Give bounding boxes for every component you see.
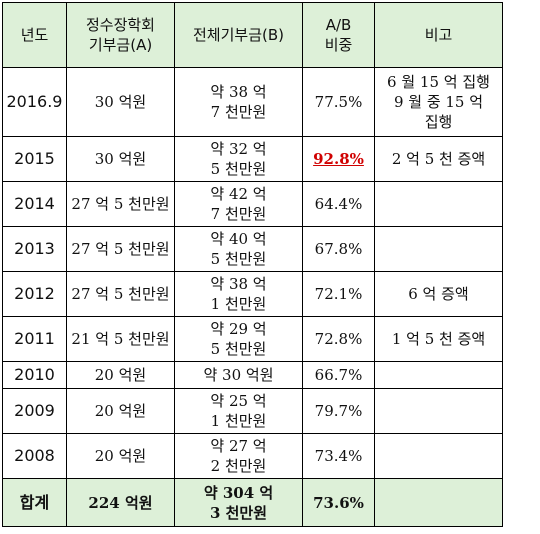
year-cell: 2016.9 [2, 67, 67, 137]
year-cell: 2014 [2, 181, 67, 227]
jungsu-donation-cell: 27 억 5 천만원 [66, 226, 175, 272]
jungsu-donation-cell: 27 억 5 천만원 [66, 271, 175, 317]
ratio-cell: 67.8% [302, 226, 375, 272]
header-year: 년도 [2, 2, 67, 68]
note-cell [374, 226, 503, 272]
note-cell: 1 억 5 천 증액 [374, 316, 503, 362]
ratio-cell: 72.8% [302, 316, 375, 362]
ratio-cell: 92.8% [302, 136, 375, 182]
year-cell: 2008 [2, 433, 67, 479]
note-cell [374, 181, 503, 227]
jungsu-donation-cell: 30 억원 [66, 67, 175, 137]
ratio-cell: 73.4% [302, 433, 375, 479]
header-row: 년도 정수장학회 기부금(A) 전체기부금(B) A/B 비중 비고 [2, 2, 503, 68]
header-jungsu-donation: 정수장학회 기부금(A) [66, 2, 175, 68]
header-total-donation: 전체기부금(B) [174, 2, 303, 68]
note-cell [374, 388, 503, 434]
jungsu-donation-cell: 30 억원 [66, 136, 175, 182]
note-cell [374, 361, 503, 389]
ratio-cell: 79.7% [302, 388, 375, 434]
total-jungsu-donation: 224 억원 [66, 478, 175, 527]
jungsu-donation-cell: 20 억원 [66, 361, 175, 389]
jungsu-donation-cell: 20 억원 [66, 433, 175, 479]
year-cell: 2010 [2, 361, 67, 389]
donation-table: 년도 정수장학회 기부금(A) 전체기부금(B) A/B 비중 비고 2016.9 3… [2, 2, 503, 527]
ratio-cell: 64.4% [302, 181, 375, 227]
total-note [374, 478, 503, 527]
ratio-cell: 72.1% [302, 271, 375, 317]
header-ratio: A/B 비중 [302, 2, 375, 68]
total-label: 합계 [2, 478, 67, 527]
jungsu-donation-cell: 20 억원 [66, 388, 175, 434]
header-note: 비고 [374, 2, 503, 68]
year-cell: 2012 [2, 271, 67, 317]
total-donation-cell: 약 30 억원 [174, 361, 303, 389]
total-ratio: 73.6% [302, 478, 375, 527]
note-cell [374, 433, 503, 479]
year-cell: 2011 [2, 316, 67, 362]
note-cell: 6 월 15 억 집행 9 월 중 15 억 집행 [374, 67, 503, 137]
year-cell: 2015 [2, 136, 67, 182]
ratio-cell: 66.7% [302, 361, 375, 389]
note-cell: 6 억 증액 [374, 271, 503, 317]
year-cell: 2013 [2, 226, 67, 272]
jungsu-donation-cell: 27 억 5 천만원 [66, 181, 175, 227]
highlighted-ratio: 92.8% [313, 150, 364, 168]
year-cell: 2009 [2, 388, 67, 434]
table-row: 2010 20 억원 약 30 억원 66.7% [2, 361, 503, 389]
jungsu-donation-cell: 21 억 5 천만원 [66, 316, 175, 362]
ratio-cell: 77.5% [302, 67, 375, 137]
note-cell: 2 억 5 천 증액 [374, 136, 503, 182]
